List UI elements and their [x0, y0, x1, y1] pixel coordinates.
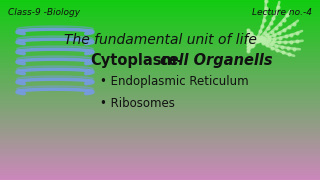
Text: Cytoplasm-: Cytoplasm-	[90, 53, 183, 68]
Text: • Ribosomes: • Ribosomes	[100, 97, 175, 110]
Text: Class-9 -Biology: Class-9 -Biology	[8, 8, 80, 17]
Text: • Endoplasmic Reticulum: • Endoplasmic Reticulum	[100, 75, 249, 88]
Text: cell Organells: cell Organells	[160, 53, 273, 68]
Text: Lecture no.-4: Lecture no.-4	[252, 8, 312, 17]
Text: The fundamental unit of life: The fundamental unit of life	[64, 33, 256, 47]
